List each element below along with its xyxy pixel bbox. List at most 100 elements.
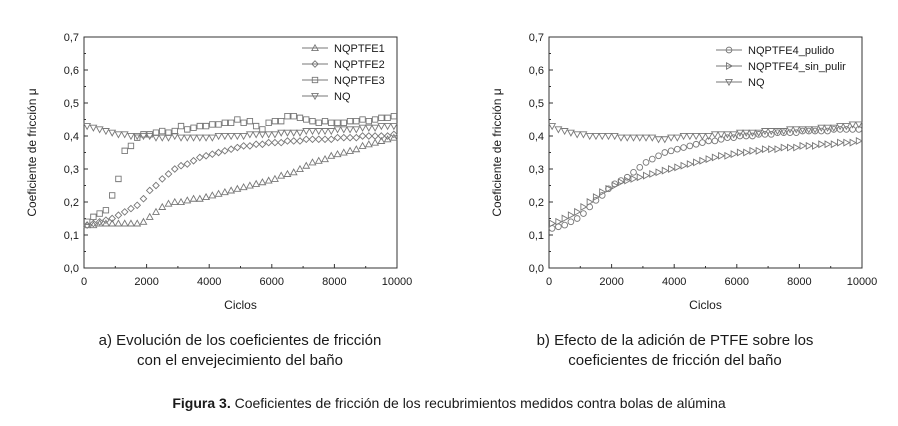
point-a-1-11 [152, 181, 160, 190]
series-a-1 [83, 130, 398, 229]
point-a-2-33 [290, 113, 297, 120]
point-a-3-10 [145, 132, 154, 141]
point-b-1-29 [730, 150, 738, 159]
point-b-2-27 [717, 131, 726, 139]
point-b-0-34 [761, 131, 769, 138]
legend-label-b-1: NQPTFE4_sin_pulir [748, 61, 846, 73]
point-a-0-10 [145, 212, 154, 220]
point-a-0-49 [389, 133, 398, 141]
y-tick-label-b-2: 0,2 [529, 197, 544, 209]
point-a-0-34 [296, 164, 304, 173]
point-b-0-27 [717, 135, 725, 143]
point-a-0-42 [346, 146, 355, 154]
point-b-2-33 [754, 129, 763, 137]
point-a-3-47 [377, 123, 386, 131]
point-b-0-49 [855, 126, 863, 133]
point-a-3-3 [101, 128, 110, 136]
point-b-0-19 [667, 147, 675, 155]
point-a-1-49 [390, 130, 398, 139]
point-a-3-37 [314, 128, 323, 136]
point-b-1-35 [768, 145, 776, 154]
point-a-2-30 [271, 117, 279, 125]
point-a-3-46 [371, 124, 380, 132]
point-b-2-37 [779, 128, 788, 136]
point-b-0-35 [767, 131, 775, 138]
point-a-2-34 [296, 114, 304, 122]
point-a-3-18 [195, 134, 204, 142]
point-b-0-48 [849, 126, 856, 133]
point-a-3-35 [302, 128, 311, 136]
point-a-2-28 [259, 126, 266, 133]
legend-marker-b-1 [725, 62, 734, 70]
point-a-0-30 [270, 174, 279, 182]
point-b-2-23 [692, 132, 701, 141]
point-a-1-7 [127, 204, 135, 213]
point-a-3-0 [83, 123, 92, 131]
point-b-2-2 [560, 128, 569, 136]
point-b-0-44 [824, 127, 831, 135]
point-a-3-30 [270, 131, 279, 139]
legend-marker-a-3 [311, 92, 319, 101]
series-a-2 [83, 113, 398, 225]
point-a-2-16 [184, 126, 191, 133]
point-b-2-14 [635, 134, 644, 142]
point-a-0-37 [314, 156, 323, 164]
chart-b: 0 2000 4000 6000 8000 10000 0,0 0,1 0,2 0,3 0,4 0,5… [490, 32, 877, 312]
x-tick-label-b-4: 8000 [787, 276, 811, 288]
point-a-3-27 [252, 131, 261, 139]
point-a-3-36 [308, 128, 317, 136]
point-a-3-38 [321, 128, 329, 136]
series-b-1 [549, 136, 863, 228]
point-b-2-17 [654, 136, 663, 144]
point-a-2-15 [177, 122, 185, 130]
point-b-1-46 [837, 138, 845, 147]
point-b-0-2 [561, 221, 568, 229]
point-a-2-7 [127, 142, 135, 150]
point-a-3-42 [346, 126, 355, 134]
x-tick-label-b-5: 10000 [847, 276, 878, 288]
point-a-2-25 [240, 119, 247, 126]
point-a-1-28 [258, 140, 267, 149]
point-a-1-0 [83, 221, 91, 229]
point-b-1-5 [580, 202, 588, 211]
point-a-2-44 [359, 116, 366, 123]
x-axis-label-a: Ciclos [224, 298, 257, 312]
point-a-2-45 [365, 117, 372, 125]
point-a-3-43 [352, 126, 361, 134]
point-a-0-28 [258, 178, 267, 186]
point-a-1-18 [195, 153, 204, 162]
point-b-0-43 [817, 127, 825, 135]
point-b-1-44 [824, 140, 832, 149]
point-a-1-48 [383, 132, 392, 140]
point-a-0-12 [158, 202, 167, 210]
point-a-0-3 [101, 219, 110, 227]
point-a-2-2 [96, 210, 103, 217]
point-a-2-37 [315, 119, 322, 126]
point-a-0-24 [233, 184, 242, 192]
point-a-1-25 [239, 142, 248, 150]
point-a-1-5 [114, 211, 123, 220]
point-b-2-42 [811, 126, 820, 134]
point-a-0-36 [308, 158, 317, 166]
point-a-1-44 [358, 132, 367, 140]
point-a-3-25 [239, 132, 248, 141]
point-b-2-6 [585, 132, 594, 141]
point-a-1-12 [158, 175, 167, 183]
point-a-3-28 [258, 131, 267, 139]
point-b-2-4 [573, 131, 582, 139]
point-a-2-12 [159, 127, 166, 135]
point-b-1-18 [661, 166, 669, 175]
point-a-0-31 [277, 171, 286, 179]
point-a-0-32 [283, 169, 292, 177]
point-a-2-41 [340, 119, 347, 126]
point-b-1-8 [599, 188, 607, 197]
point-a-0-19 [202, 192, 211, 201]
point-b-0-31 [742, 132, 750, 140]
point-a-0-45 [364, 140, 373, 148]
point-a-0-13 [164, 199, 173, 207]
point-b-2-38 [786, 126, 794, 134]
point-a-0-20 [208, 191, 217, 199]
point-b-0-23 [692, 140, 700, 148]
point-b-0-4 [573, 215, 581, 222]
point-a-3-12 [158, 134, 167, 142]
